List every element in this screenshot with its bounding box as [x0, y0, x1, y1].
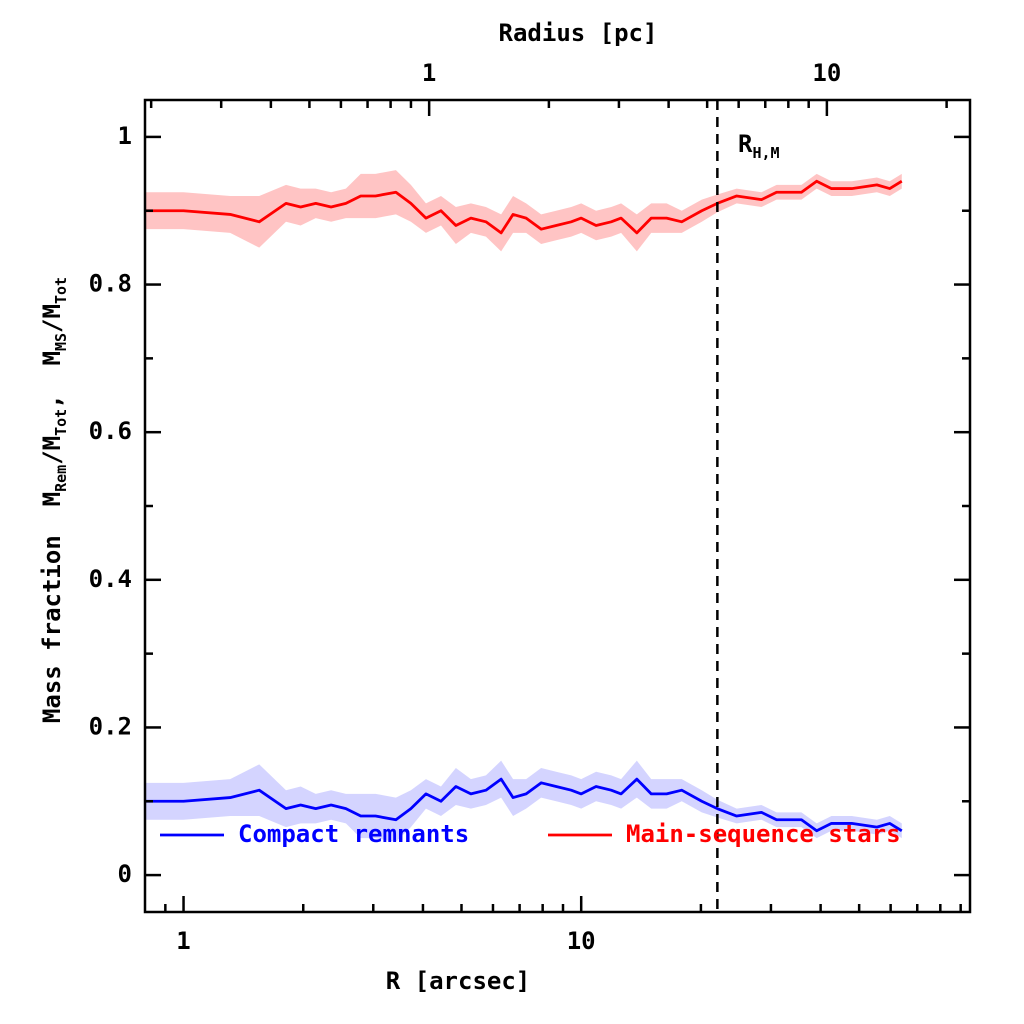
y-tick-label: 0.4	[89, 565, 132, 593]
text-part: R	[738, 130, 753, 158]
y-tick-label: 0.2	[89, 712, 132, 740]
legend-label: Main-sequence stars	[626, 820, 901, 848]
error-band	[145, 760, 902, 842]
y-tick-label: 0	[118, 860, 132, 888]
x-tick-label: 1	[176, 927, 190, 955]
line	[145, 777, 903, 833]
legend-label: Compact remnants	[238, 820, 469, 848]
x2-axis-label: Radius [pc]	[499, 19, 658, 47]
subscript: H,M	[752, 144, 779, 162]
x-axis-label: R [arcsec]	[386, 967, 531, 995]
error-band	[145, 170, 902, 252]
y-axis-label: Mass fraction MRem/MTot, MMS/MTot	[38, 277, 70, 723]
text-part: /M	[38, 304, 66, 333]
text-part: Mass fraction M	[38, 492, 66, 723]
subscript: Tot	[52, 409, 70, 436]
subscript: Tot	[52, 277, 70, 304]
y-tick-label: 0.6	[89, 417, 132, 445]
text-part: , M	[38, 351, 66, 409]
line	[145, 179, 903, 235]
subscript: Rem	[52, 465, 70, 492]
x2-tick-label: 10	[812, 59, 841, 87]
x-tick-label: 10	[567, 927, 596, 955]
x2-tick-label: 1	[422, 59, 436, 87]
text-part: /M	[38, 436, 66, 465]
y-tick-label: 1	[118, 122, 132, 150]
annotation: RH,M	[738, 130, 780, 162]
y-tick-label: 0.8	[89, 270, 132, 298]
subscript: MS	[52, 333, 70, 351]
